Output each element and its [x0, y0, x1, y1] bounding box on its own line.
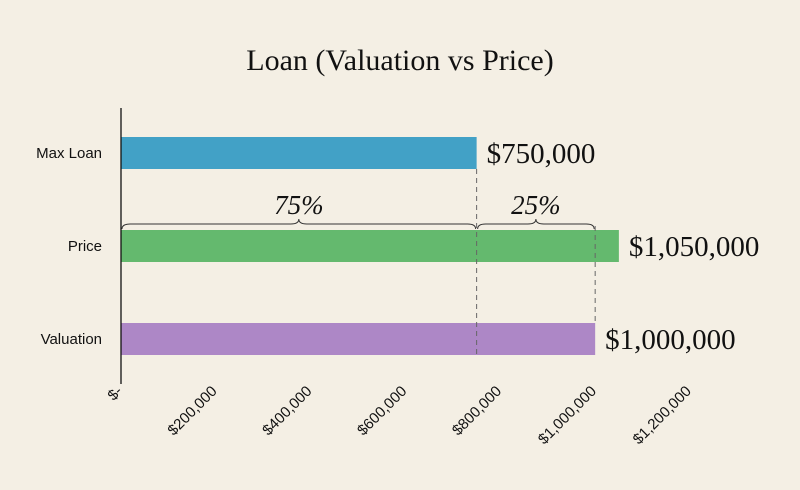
- data-labels: $750,000 $1,050,000 $1,000,000: [487, 138, 760, 356]
- x-tick-label-6: $1,200,000: [630, 383, 695, 448]
- x-tick-label-5: $1,000,000: [535, 383, 600, 448]
- x-tick-label-1: $200,000: [164, 383, 220, 439]
- annotation-label-1: 25%: [511, 190, 561, 220]
- x-tick-labels: $- $200,000 $400,000 $600,000 $800,000 $1,000…: [104, 383, 694, 448]
- data-label-max-loan: $750,000: [487, 138, 596, 170]
- data-label-valuation: $1,000,000: [605, 324, 736, 356]
- guides-group: [476, 169, 596, 356]
- x-tick-label-0: $-: [104, 383, 125, 404]
- category-label-valuation: Valuation: [41, 331, 102, 348]
- braces-group: 75% 25%: [121, 190, 595, 230]
- data-label-price: $1,050,000: [629, 231, 760, 263]
- brace-1: [477, 218, 595, 230]
- category-label-price: Price: [68, 238, 102, 255]
- category-labels: Max Loan Price Valuation: [36, 145, 102, 348]
- brace-0: [121, 218, 477, 230]
- x-tick-label-4: $800,000: [449, 383, 505, 439]
- bar-max-loan: [121, 137, 477, 169]
- category-label-max-loan: Max Loan: [36, 145, 102, 162]
- bars-group: [121, 137, 619, 355]
- bar-price: [121, 230, 619, 262]
- x-tick-label-3: $600,000: [354, 383, 410, 439]
- x-tick-label-2: $400,000: [259, 383, 315, 439]
- annotation-label-0: 75%: [274, 190, 324, 220]
- bar-valuation: [121, 323, 596, 355]
- chart-title: Loan (Valuation vs Price): [246, 44, 553, 77]
